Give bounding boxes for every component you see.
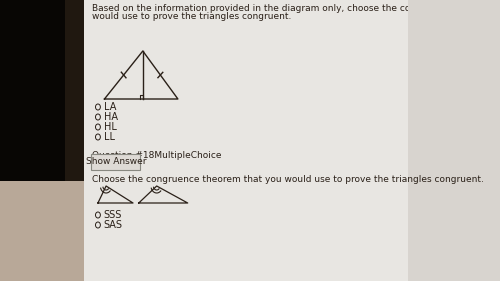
Text: Show Answer: Show Answer [86, 157, 146, 167]
Text: Based on the information provided in the diagram only, choose the congruence the: Based on the information provided in the… [92, 4, 500, 13]
FancyBboxPatch shape [0, 0, 86, 281]
Text: SAS: SAS [104, 220, 122, 230]
FancyBboxPatch shape [0, 0, 64, 191]
Text: HL: HL [104, 122, 117, 132]
Text: Choose the congruence theorem that you would use to prove the triangles congruen: Choose the congruence theorem that you w… [92, 175, 484, 184]
FancyBboxPatch shape [92, 154, 140, 170]
Text: SSS: SSS [104, 210, 122, 220]
FancyBboxPatch shape [0, 181, 86, 281]
Text: would use to prove the triangles congruent.: would use to prove the triangles congrue… [92, 12, 292, 21]
Text: LA: LA [104, 102, 116, 112]
Text: Question #18MultipleChoice: Question #18MultipleChoice [92, 151, 222, 160]
FancyBboxPatch shape [0, 0, 66, 181]
Text: HA: HA [104, 112, 118, 122]
FancyBboxPatch shape [84, 0, 408, 281]
Text: LL: LL [104, 132, 115, 142]
